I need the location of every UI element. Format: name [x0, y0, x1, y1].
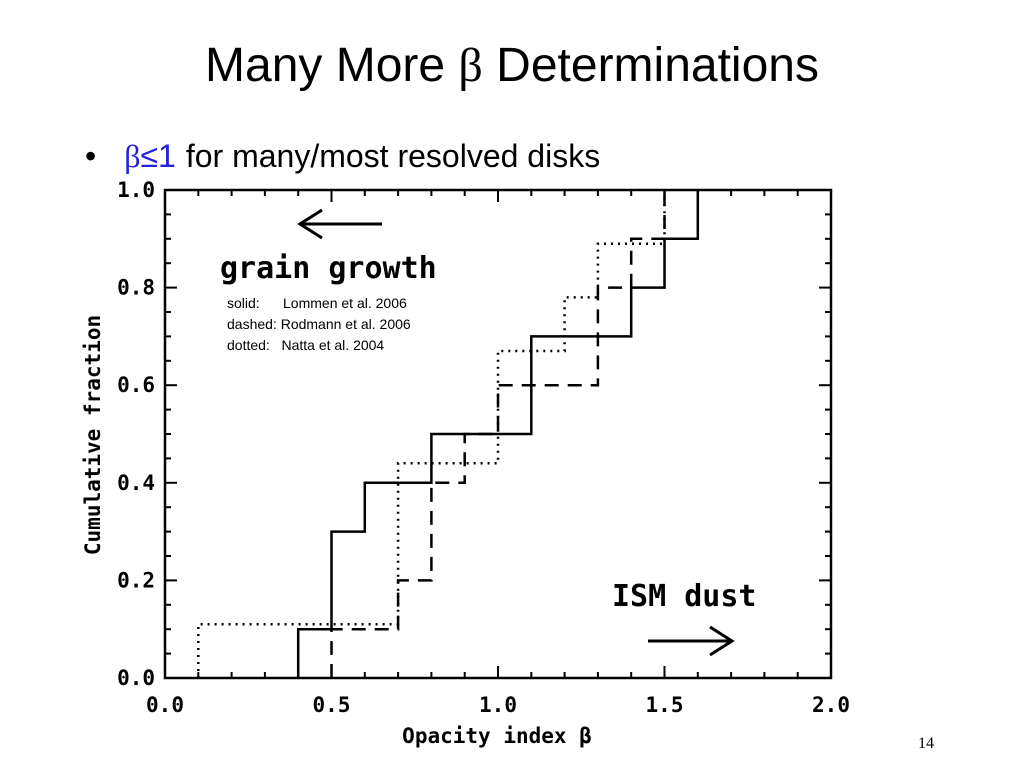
slide-title-beta-symbol: β [458, 39, 483, 92]
bullet-leq-one: ≤1 [140, 138, 176, 174]
slide-title-suffix: Determinations [482, 39, 819, 92]
bullet-beta-symbol: β [124, 138, 141, 174]
legend-entry-dotted: dotted: Natta et al. 2004 [227, 337, 384, 353]
legend-entry-solid: solid: Lommen et al. 2006 [227, 295, 407, 311]
x-tick-label: 1.0 [479, 693, 517, 717]
x-axis-label: Opacity index β [402, 724, 592, 748]
right-arrow [648, 625, 735, 657]
y-tick-label: 0.4 [117, 471, 155, 495]
page-number: 14 [918, 735, 934, 752]
slide-title: Many More β Determinations [0, 42, 1024, 90]
left-arrow [297, 208, 382, 240]
y-tick-label: 0.6 [117, 373, 155, 397]
x-tick-label: 1.5 [646, 693, 684, 717]
tick-labels: 0.0 0.5 1.0 1.5 2.0 0.0 0.2 0.4 0.6 0.8 1.0 [117, 178, 850, 717]
x-tick-label: 0.0 [146, 693, 184, 717]
series-layer [197, 190, 700, 678]
series-dashed-step-line [330, 190, 666, 678]
bullet-dot: • [85, 138, 97, 174]
bullet-highlight: β≤1 [124, 138, 176, 174]
slide-title-prefix: Many More [205, 39, 459, 92]
y-tick-label: 1.0 [117, 178, 155, 202]
legend-entry-dashed: dashed: Rodmann et al. 2006 [227, 316, 411, 332]
y-tick-label: 0.0 [117, 666, 155, 690]
bullet-point: • β≤1 for many/most resolved disks [85, 140, 600, 172]
y-axis-label: Cumulative fraction [81, 315, 105, 555]
ism-dust-annotation: ISM dust [612, 579, 757, 614]
grain-growth-annotation: grain growth [220, 251, 437, 286]
bullet-text: for many/most resolved disks [185, 138, 601, 174]
series-dotted-step-line [197, 190, 666, 678]
x-tick-label: 0.5 [313, 693, 351, 717]
x-tick-label: 2.0 [812, 693, 850, 717]
y-tick-label: 0.8 [117, 276, 155, 300]
y-tick-label: 0.2 [117, 568, 155, 592]
